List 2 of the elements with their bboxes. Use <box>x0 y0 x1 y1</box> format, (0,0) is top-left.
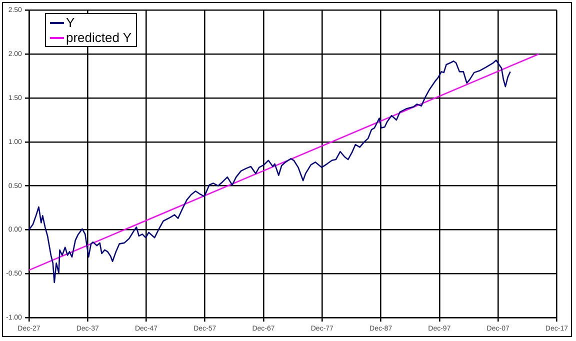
legend-label: predicted Y <box>66 30 132 45</box>
legend-label: Y <box>66 15 75 30</box>
